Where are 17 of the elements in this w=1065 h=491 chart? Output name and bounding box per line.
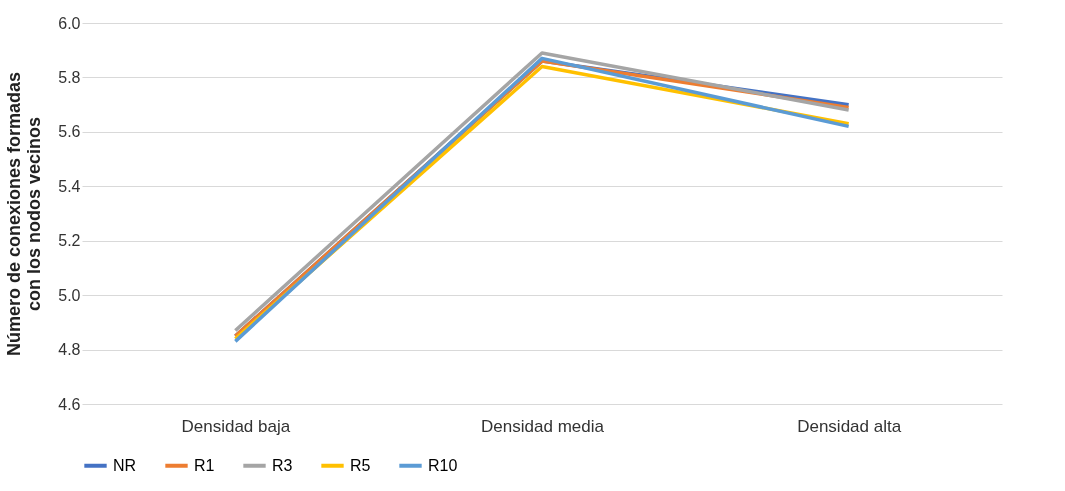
y-tick-label: 4.8 <box>58 341 81 359</box>
legend-label: R5 <box>350 456 371 474</box>
x-tick-label: Densidad media <box>481 416 605 436</box>
x-tick-label: Densidad alta <box>797 416 902 436</box>
y-tick-label: 5.4 <box>58 177 81 195</box>
legend-label: NR <box>113 456 137 474</box>
y-tick-label: 5.8 <box>58 68 81 86</box>
y-tick-label: 5.0 <box>58 286 81 304</box>
y-tick-label: 5.6 <box>58 123 81 141</box>
y-tick-label: 4.6 <box>58 395 81 413</box>
y-tick-label: 6.0 <box>58 14 81 32</box>
legend-label: R10 <box>428 456 458 474</box>
legend-label: R1 <box>194 456 215 474</box>
y-tick-label: 5.2 <box>58 232 81 250</box>
x-tick-label: Densidad baja <box>181 416 291 436</box>
y-axis-title: Número de conexiones formadas con los nodos vecinos <box>4 71 45 357</box>
legend-label: R3 <box>272 456 293 474</box>
